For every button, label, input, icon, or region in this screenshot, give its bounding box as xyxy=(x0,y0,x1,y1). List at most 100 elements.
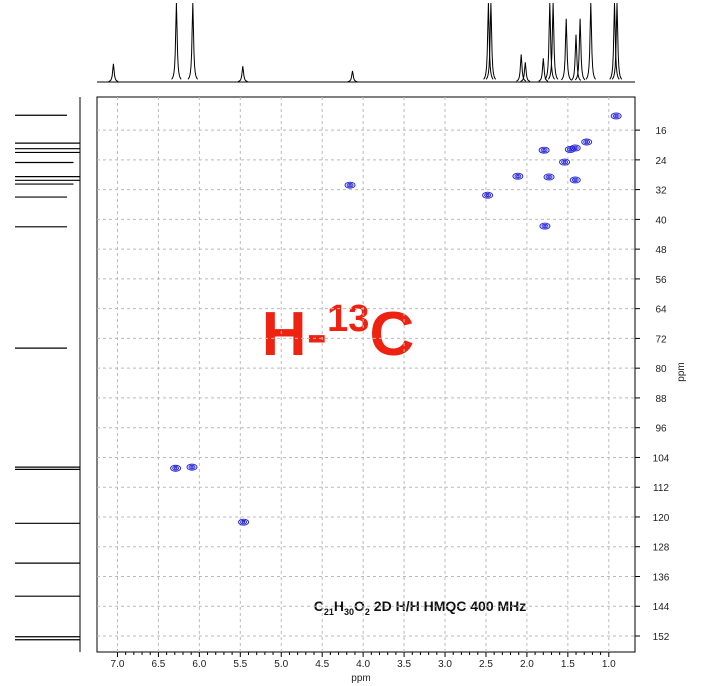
annotation: H-13C xyxy=(262,298,414,369)
x-tick-label: 3.0 xyxy=(438,659,452,670)
contour xyxy=(542,148,546,152)
contour xyxy=(584,140,589,144)
contour xyxy=(538,146,550,154)
contour xyxy=(512,172,524,180)
contour xyxy=(612,113,620,119)
cross-peak xyxy=(543,173,555,181)
contour xyxy=(562,160,567,164)
cross-peak xyxy=(539,222,551,230)
contour xyxy=(485,193,490,197)
contour xyxy=(346,182,354,188)
y-tick-label: 24 xyxy=(655,156,667,167)
y-tick-label: 152 xyxy=(653,632,670,643)
y-tick-label: 112 xyxy=(653,483,669,494)
h-projection-peak xyxy=(485,2,497,80)
contour xyxy=(564,145,576,153)
h-projection-peak xyxy=(171,2,182,80)
cross-peak xyxy=(564,145,576,153)
annotation-part: H- xyxy=(262,300,327,369)
x-tick-label: 3.5 xyxy=(397,659,411,670)
y-tick-label: 32 xyxy=(655,186,667,197)
h-projection-peak xyxy=(347,70,358,83)
x-tick-label: 7.0 xyxy=(111,659,125,670)
y-tick-label: 88 xyxy=(655,394,667,405)
contour xyxy=(173,466,178,470)
contour xyxy=(545,174,553,180)
contour xyxy=(571,177,579,183)
contour xyxy=(482,191,494,199)
cross-peak xyxy=(559,158,571,166)
h-projection-peak xyxy=(609,2,620,80)
contour xyxy=(610,112,622,120)
contour xyxy=(190,465,194,469)
h-projection-peak xyxy=(585,2,596,80)
contour xyxy=(581,138,593,146)
y-tick-label: 56 xyxy=(655,275,667,286)
cross-peak xyxy=(512,172,524,180)
y-tick-label: 16 xyxy=(655,126,667,137)
h-projection-peak xyxy=(547,2,559,80)
h-projection-peak xyxy=(483,2,494,80)
contour xyxy=(543,173,555,181)
cross-peak xyxy=(170,464,182,472)
contour xyxy=(583,139,591,145)
contour xyxy=(514,173,522,179)
contour xyxy=(569,176,581,184)
h-projection-peak xyxy=(570,34,582,81)
contour xyxy=(614,114,618,118)
y-tick-label: 64 xyxy=(655,305,667,316)
x-axis-label: ppm xyxy=(351,673,370,684)
contour xyxy=(573,178,577,182)
cross-peak xyxy=(538,146,550,154)
y-tick-label: 128 xyxy=(653,543,670,554)
plot-frame xyxy=(96,96,636,653)
y-tick-label: 48 xyxy=(655,245,667,256)
contour xyxy=(172,465,180,471)
contour xyxy=(516,174,520,178)
h-projection-peak xyxy=(538,58,549,82)
x-tick-label: 1.5 xyxy=(561,659,575,670)
x-tick-label: 4.5 xyxy=(315,659,329,670)
x-tick-label: 2.0 xyxy=(520,659,534,670)
h-projection-peak xyxy=(187,2,198,80)
contour xyxy=(561,159,569,165)
y-axis-label: ppm xyxy=(676,362,687,381)
h-projection-peak xyxy=(237,66,248,82)
h-projection-peak xyxy=(108,63,119,82)
contour xyxy=(559,158,571,166)
x-tick-label: 6.0 xyxy=(192,659,206,670)
contour xyxy=(543,224,547,228)
contour xyxy=(238,518,250,526)
y-tick-label: 96 xyxy=(655,424,667,435)
cross-peak xyxy=(186,463,198,471)
h-projection-peak xyxy=(574,18,586,81)
contour xyxy=(540,147,548,153)
y-tick-label: 120 xyxy=(653,513,670,524)
h-projection-peak xyxy=(611,2,623,80)
title-part: 21 xyxy=(324,607,334,617)
title-part: 2 xyxy=(365,607,370,617)
annotation-part: 13 xyxy=(327,298,369,340)
contour xyxy=(568,148,573,151)
contour xyxy=(170,464,182,472)
contour xyxy=(344,181,356,189)
cross-peak xyxy=(610,112,622,120)
contour xyxy=(547,175,551,179)
y-tick-label: 136 xyxy=(653,572,670,583)
title-part: 2D H/H HMQC 400 MHz xyxy=(370,598,526,614)
y-tick-label: 104 xyxy=(653,453,670,464)
annotation-part: C xyxy=(369,300,414,369)
contour xyxy=(484,192,492,198)
contour xyxy=(240,519,248,525)
title-part: O xyxy=(354,598,365,614)
cross-peak xyxy=(482,191,494,199)
cross-peak xyxy=(569,176,581,184)
x-tick-label: 5.5 xyxy=(233,659,247,670)
y-tick-label: 80 xyxy=(655,364,667,375)
contour xyxy=(541,223,549,229)
y-tick-label: 72 xyxy=(655,334,667,345)
contour xyxy=(348,183,352,187)
title-part: C xyxy=(314,598,324,614)
h-projection-peak xyxy=(520,62,531,82)
